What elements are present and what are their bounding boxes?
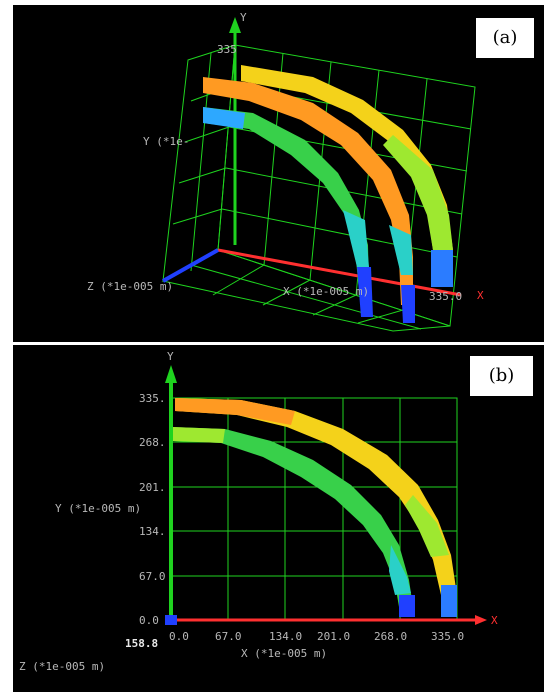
x-tick-2: 134.0 xyxy=(269,630,302,643)
axis-label-y: Y xyxy=(240,11,247,24)
panel-b-plot: Y 335. 268. 201. 134. 67.0 0.0 Y (*1e-00… xyxy=(19,350,498,673)
y-axis-arrow-icon xyxy=(165,365,177,383)
z-axis-line xyxy=(162,248,219,283)
x-tick-end: 335.0 xyxy=(429,290,462,303)
panel-a-3d-view: Y 335 Y (*1e- Z (*1e-005 m) X (*1e-005 m… xyxy=(13,5,544,342)
y-tick-3: 134. xyxy=(139,525,166,538)
x-axis-title: X (*1e-005 m) xyxy=(241,647,327,660)
x-axis-arrow-icon xyxy=(475,615,487,625)
y-tick-4: 67.0 xyxy=(139,570,166,583)
axis-label-x: X xyxy=(477,289,484,302)
panel-b-front-view: Y 335. 268. 201. 134. 67.0 0.0 Y (*1e-00… xyxy=(13,345,544,692)
x-tick-3: 201.0 xyxy=(317,630,350,643)
panel-a-label: (a) xyxy=(476,18,534,58)
y-axis-title: Y (*1e- xyxy=(143,135,189,148)
inner-band xyxy=(173,427,415,617)
x-tick-0: 0.0 xyxy=(169,630,189,643)
inner-band xyxy=(203,107,373,317)
x-tick-1: 67.0 xyxy=(215,630,242,643)
y-axis-title: Y (*1e-005 m) xyxy=(55,502,141,515)
z-axis-title: Z (*1e-005 m) xyxy=(87,280,173,293)
middle-band xyxy=(203,77,415,323)
panel-a-plot: Y 335 Y (*1e- Z (*1e-005 m) X (*1e-005 m… xyxy=(87,11,484,332)
y-axis-arrow-icon xyxy=(229,17,241,33)
axis-label-x: X xyxy=(491,614,498,627)
z-axis-title: Z (*1e-005 m) xyxy=(19,660,105,673)
x-tick-4: 268.0 xyxy=(374,630,407,643)
y-tick-top: 335 xyxy=(217,43,237,56)
x-axis-line xyxy=(217,248,462,297)
outer-band xyxy=(241,65,453,287)
y-tick-1: 268. xyxy=(139,436,166,449)
outer-band xyxy=(175,398,457,617)
x-tick-5: 335.0 xyxy=(431,630,464,643)
y-tick-2: 201. xyxy=(139,481,166,494)
panel-b-label: (b) xyxy=(470,356,533,396)
z-axis-marker xyxy=(165,615,177,625)
z-tick: 158.8 xyxy=(125,637,158,650)
y-tick-0: 335. xyxy=(139,392,166,405)
axis-label-y: Y xyxy=(167,350,174,363)
x-axis-title: X (*1e-005 m) xyxy=(283,285,369,298)
side-wall-grid xyxy=(162,44,236,282)
y-tick-5: 0.0 xyxy=(139,614,159,627)
